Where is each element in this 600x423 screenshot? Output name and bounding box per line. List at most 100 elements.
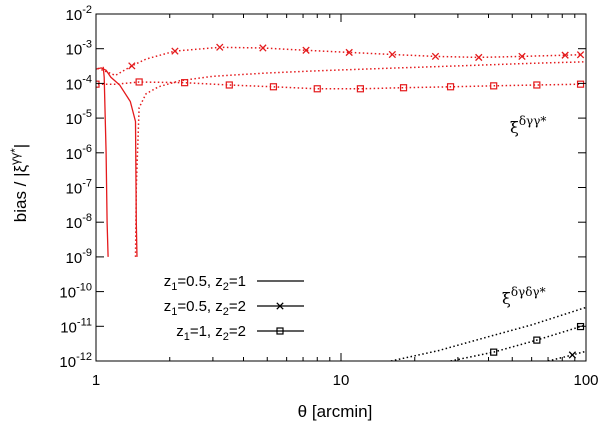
marker-square bbox=[490, 348, 498, 356]
marker-x bbox=[431, 52, 440, 61]
legend-text-part: z bbox=[164, 298, 172, 315]
annotations: ξδγγ*ξδγδγ* bbox=[502, 114, 546, 308]
y-tick-base: 10 bbox=[66, 250, 83, 267]
marker-x bbox=[475, 53, 483, 62]
y-tick-label: 10-4 bbox=[66, 73, 92, 93]
y-tick-label: 10-7 bbox=[66, 178, 92, 198]
marker-square bbox=[576, 80, 585, 88]
marker-square bbox=[313, 85, 321, 93]
marker-x bbox=[345, 48, 353, 57]
y-tick-base: 10 bbox=[66, 42, 83, 59]
y-tick-labels: 10-210-310-410-510-610-710-810-910-1010-… bbox=[59, 4, 92, 371]
series-line-3 bbox=[134, 61, 586, 257]
legend-subscript: 2 bbox=[223, 331, 229, 343]
y-tick-exp: -6 bbox=[82, 143, 92, 155]
legend-text-part: z bbox=[176, 323, 184, 340]
legend-subscript: 2 bbox=[223, 306, 229, 318]
y-tick-exp: -7 bbox=[82, 178, 92, 190]
x-axis-label: θ [arcmin] bbox=[298, 402, 373, 421]
legend-text-part: =2 bbox=[229, 323, 246, 340]
y-tick-base: 10 bbox=[66, 111, 83, 128]
marker-x bbox=[171, 47, 179, 55]
legend-text-part: =1 bbox=[229, 273, 246, 290]
series-layer bbox=[96, 43, 586, 361]
y-tick-base: 10 bbox=[66, 76, 83, 93]
legend-text-part: =0.5, z bbox=[177, 298, 222, 315]
y-tick-base: 10 bbox=[66, 215, 83, 232]
marker-square bbox=[533, 81, 541, 89]
series-line-4 bbox=[96, 81, 581, 90]
axes-frame bbox=[95, 13, 587, 362]
y-tick-exp: -11 bbox=[77, 316, 92, 328]
marker-x bbox=[128, 62, 136, 70]
x-tick-labels: 1 10 100 bbox=[92, 372, 599, 389]
series-line-2 bbox=[96, 46, 581, 77]
y-tick-base: 10 bbox=[66, 181, 83, 198]
legend-subscript: 2 bbox=[223, 281, 229, 293]
marker-square bbox=[490, 82, 498, 90]
x-tick-label: 1 bbox=[92, 372, 100, 389]
marker-x bbox=[276, 302, 284, 310]
x-tick-label: 10 bbox=[333, 372, 350, 389]
y-tick-exp: -8 bbox=[82, 212, 92, 224]
series-line-6 bbox=[450, 324, 586, 361]
y-tick-label: 10-9 bbox=[66, 247, 92, 267]
y-axis-label-sup: γγ* bbox=[8, 148, 22, 165]
y-tick-exp: -12 bbox=[76, 351, 92, 363]
series-line-7 bbox=[547, 350, 586, 361]
legend-text-part: =2 bbox=[229, 298, 246, 315]
marker-x bbox=[216, 43, 224, 51]
legend-entry-label: z1=0.5, z2=1 bbox=[164, 273, 246, 293]
y-tick-base: 10 bbox=[66, 146, 83, 163]
marker-square bbox=[135, 78, 143, 86]
series-line-0 bbox=[96, 67, 138, 257]
y-tick-exp: -5 bbox=[82, 108, 92, 120]
marker-x bbox=[259, 44, 267, 52]
marker-square bbox=[533, 336, 541, 344]
marker-square bbox=[225, 81, 233, 89]
y-tick-base: 10 bbox=[59, 285, 76, 302]
legend-text-part: =1, z bbox=[190, 323, 223, 340]
legend-entry-label: z1=1, z2=2 bbox=[176, 323, 246, 343]
y-axis-label-end: | bbox=[11, 144, 30, 148]
annotation-base: ξ bbox=[502, 289, 511, 308]
y-tick-label: 10-12 bbox=[59, 351, 92, 371]
y-tick-exp: -9 bbox=[82, 247, 92, 259]
y-tick-label: 10-6 bbox=[66, 143, 92, 163]
legend-text-part: =0.5, z bbox=[177, 273, 222, 290]
svg-text:bias / |ξγγ*|: bias / |ξγγ*| bbox=[8, 144, 30, 222]
marker-x bbox=[518, 52, 526, 61]
y-axis-label-main: bias / |ξ bbox=[11, 164, 30, 222]
y-tick-exp: -4 bbox=[82, 73, 92, 85]
annotation-base: ξ bbox=[510, 118, 519, 137]
marker-square bbox=[276, 327, 284, 335]
y-tick-label: 10-3 bbox=[66, 39, 92, 59]
marker-square bbox=[96, 80, 100, 88]
marker-x bbox=[576, 51, 585, 59]
legend-entry-label: z1=0.5, z2=2 bbox=[164, 298, 246, 318]
y-tick-label: 10-5 bbox=[66, 108, 92, 128]
marker-square bbox=[446, 83, 455, 91]
y-tick-exp: -3 bbox=[82, 39, 92, 51]
legend-subscript: 1 bbox=[171, 306, 177, 318]
marker-x bbox=[302, 46, 310, 54]
annotation-upper: ξδγγ* bbox=[510, 114, 546, 137]
y-tick-base: 10 bbox=[60, 319, 77, 336]
marker-square bbox=[181, 79, 189, 87]
y-tick-label: 10-8 bbox=[66, 212, 92, 232]
annotation-sup: δγγ* bbox=[519, 114, 547, 128]
y-axis-label: bias / |ξγγ*| bbox=[8, 144, 30, 222]
y-tick-label: 10-10 bbox=[59, 282, 92, 302]
annotation-lower: ξδγδγ* bbox=[502, 285, 546, 308]
marker-square bbox=[399, 84, 408, 92]
legend-subscript: 1 bbox=[171, 281, 177, 293]
marker-square bbox=[356, 85, 364, 93]
y-tick-label: 10-11 bbox=[60, 316, 92, 336]
marker-square bbox=[269, 83, 278, 91]
legend-text-part: z bbox=[164, 273, 172, 290]
series-line-5 bbox=[390, 306, 586, 361]
y-tick-base: 10 bbox=[59, 354, 76, 371]
marker-x bbox=[388, 50, 396, 59]
marker-x bbox=[561, 51, 569, 59]
